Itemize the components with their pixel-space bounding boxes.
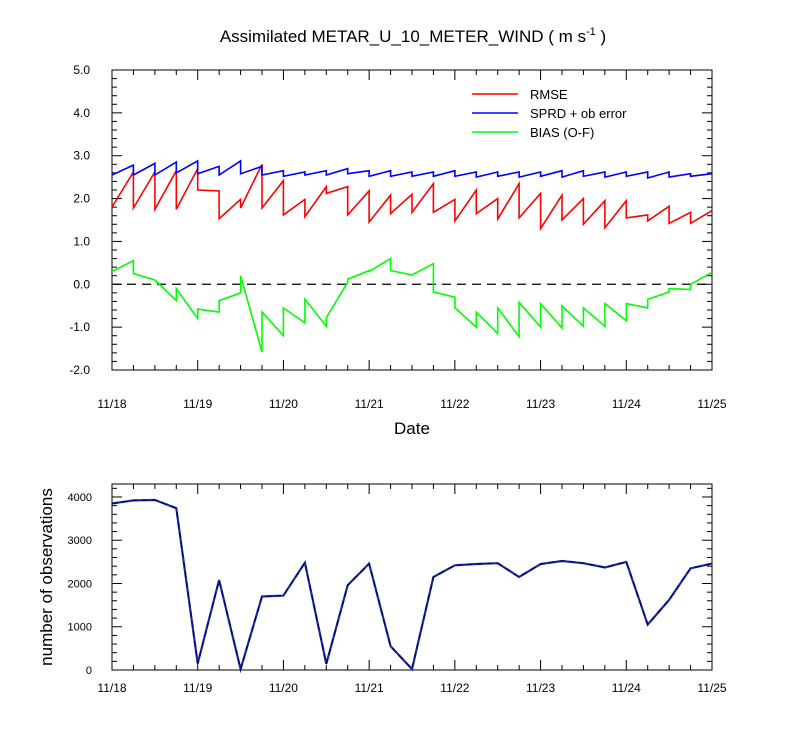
metrics-series	[112, 161, 712, 352]
x-tick-label: 11/23	[526, 681, 555, 695]
y-tick-label: 0.0	[73, 277, 90, 291]
y-tick-label: 2000	[68, 578, 92, 590]
x-tick-label: 11/21	[355, 681, 384, 695]
x-tick-label: 11/18	[97, 397, 126, 411]
x-tick-label: 11/24	[612, 681, 641, 695]
bias-line	[112, 259, 712, 352]
y-tick-label: 0	[86, 665, 92, 677]
figure-canvas: Assimilated METAR_U_10_METER_WIND ( m s-…	[0, 0, 800, 750]
x-tick-label: 11/19	[183, 681, 212, 695]
y-tick-label: -1.0	[69, 320, 90, 334]
x-tick-label: 11/20	[269, 397, 298, 411]
spread-line	[112, 161, 712, 178]
y-tick-label: -2.0	[69, 363, 90, 377]
x-tick-label: 11/25	[697, 397, 726, 411]
observation-count-series	[112, 500, 712, 669]
x-axis-label: Date	[394, 419, 430, 438]
y-tick-label: 4000	[68, 492, 92, 504]
observation-count-ticks: 11/18 11/19 11/20 11/21 11/22 11/23 11/24 11/25…	[68, 484, 727, 695]
x-tick-label: 11/22	[440, 681, 469, 695]
x-tick-label: 11/25	[697, 681, 726, 695]
y-tick-label: 1.0	[73, 234, 90, 248]
y-tick-label: 2.0	[73, 192, 90, 206]
metrics-plot: 11/18 11/19 11/20 11/21 11/22 11/23 11/24 11/25…	[69, 63, 727, 438]
y-tick-label: 3.0	[73, 149, 90, 163]
chart-title: Assimilated METAR_U_10_METER_WIND ( m s-…	[220, 26, 606, 46]
x-tick-label: 11/19	[183, 397, 212, 411]
x-tick-label: 11/21	[355, 397, 384, 411]
legend: RMSE SPRD + ob error BIAS (O-F)	[472, 87, 627, 140]
x-tick-label: 11/23	[526, 397, 555, 411]
legend-label-rmse: RMSE	[530, 87, 568, 102]
x-tick-label: 11/24	[612, 397, 641, 411]
x-tick-label: 11/18	[97, 681, 126, 695]
legend-label-bias: BIAS (O-F)	[530, 125, 594, 140]
y-tick-label: 5.0	[73, 63, 90, 77]
y-tick-label: 3000	[68, 535, 92, 547]
y-tick-label: 1000	[68, 622, 92, 634]
y-axis-label: number of observations	[37, 488, 56, 666]
observation-count-plot-frame	[112, 484, 712, 670]
x-tick-label: 11/20	[269, 681, 298, 695]
observations-line	[112, 500, 712, 669]
legend-label-spread: SPRD + ob error	[530, 106, 627, 121]
x-tick-label: 11/22	[440, 397, 469, 411]
observation-count-plot: 11/18 11/19 11/20 11/21 11/22 11/23 11/24 11/25…	[37, 484, 727, 695]
metrics-ticks: 11/18 11/19 11/20 11/21 11/22 11/23 11/24 11/25…	[69, 63, 727, 411]
y-tick-label: 4.0	[73, 106, 90, 120]
